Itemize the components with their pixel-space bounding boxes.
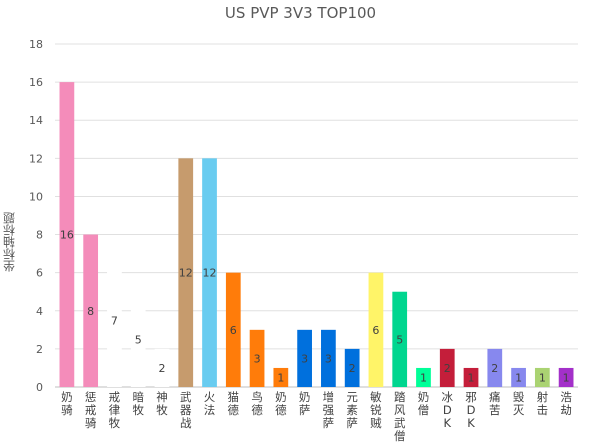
- data-label: 2: [158, 362, 165, 375]
- data-label: 1: [468, 371, 475, 384]
- data-label: 5: [135, 333, 142, 346]
- bar: [392, 291, 408, 387]
- data-label: 6: [372, 324, 379, 337]
- y-tick-label: 10: [29, 190, 43, 203]
- x-tick-label: 敏锐贼: [370, 390, 382, 430]
- bar: [130, 291, 146, 387]
- x-tick-label: 奶僧: [418, 390, 430, 417]
- bar: [558, 367, 574, 387]
- data-label: 6: [230, 324, 237, 337]
- bar: [178, 158, 194, 387]
- x-tick-label: 射击: [537, 390, 549, 417]
- bar: [154, 348, 170, 387]
- y-tick-label: 8: [36, 229, 43, 242]
- bar: [416, 367, 431, 387]
- bar: [534, 367, 550, 387]
- data-label: 3: [254, 352, 261, 365]
- y-tick-label: 4: [36, 305, 43, 318]
- y-tick-label: 0: [36, 381, 43, 394]
- x-tick-label: 元素萨: [346, 390, 358, 430]
- x-tick-label: 暗牧: [132, 390, 144, 417]
- bar: [83, 234, 99, 387]
- data-label: 1: [539, 371, 546, 384]
- data-label: 3: [301, 352, 308, 365]
- y-tick-label: 6: [36, 267, 43, 280]
- data-label: 2: [491, 362, 498, 375]
- x-tick-label: 武器战: [180, 390, 192, 430]
- data-label: 1: [277, 371, 284, 384]
- y-tick-label: 18: [29, 38, 43, 51]
- data-label: 5: [396, 333, 403, 346]
- x-tick-label: 痛苦: [489, 390, 501, 417]
- bar: [511, 367, 526, 387]
- bar: [321, 329, 336, 387]
- y-tick-label: 14: [29, 114, 43, 127]
- bar: [439, 348, 455, 387]
- x-tick-label: 惩戒骑: [85, 390, 97, 430]
- data-label: 2: [444, 362, 451, 375]
- data-label: 1: [420, 371, 427, 384]
- x-tick-label: 毁灭: [513, 390, 525, 417]
- x-tick-label: 鸟德: [251, 390, 263, 417]
- data-label: 1: [515, 371, 522, 384]
- chart-title: US PVP 3V3 TOP100: [224, 4, 377, 22]
- data-label: 3: [325, 352, 332, 365]
- data-label: 2: [349, 362, 356, 375]
- x-tick-label: 火法: [204, 390, 216, 417]
- bar: [368, 272, 384, 387]
- bar: [463, 367, 479, 387]
- bar: [225, 272, 241, 387]
- bar: [59, 82, 75, 387]
- x-tick-label: 奶骑: [61, 390, 73, 417]
- y-tick-label: 16: [29, 76, 43, 89]
- data-label: 8: [87, 305, 94, 318]
- bar: [297, 329, 312, 387]
- x-tick-label: 增强萨: [323, 390, 335, 430]
- data-label: 1: [563, 371, 570, 384]
- data-label: 12: [179, 267, 193, 280]
- x-tick-label: 浩劫: [560, 390, 572, 417]
- bar: [487, 348, 503, 387]
- y-tick-label: 2: [36, 343, 43, 356]
- y-tick-label: 12: [29, 152, 43, 165]
- x-tick-label: 奶德: [275, 390, 287, 417]
- x-tick-label: 戒律牧: [109, 390, 121, 430]
- data-label: 12: [203, 267, 217, 280]
- data-label: 16: [60, 229, 74, 242]
- x-tick-label: 神牧: [156, 390, 168, 417]
- bar: [107, 253, 122, 387]
- x-tick-label: 猫德: [228, 390, 240, 417]
- bar: [249, 329, 265, 387]
- x-tick-label: 踏风武僧: [394, 390, 406, 443]
- x-tick-label: 奶萨: [299, 390, 311, 417]
- data-label: 7: [111, 314, 118, 327]
- bar: [344, 348, 360, 387]
- bar: [273, 367, 289, 387]
- bar: [202, 158, 217, 387]
